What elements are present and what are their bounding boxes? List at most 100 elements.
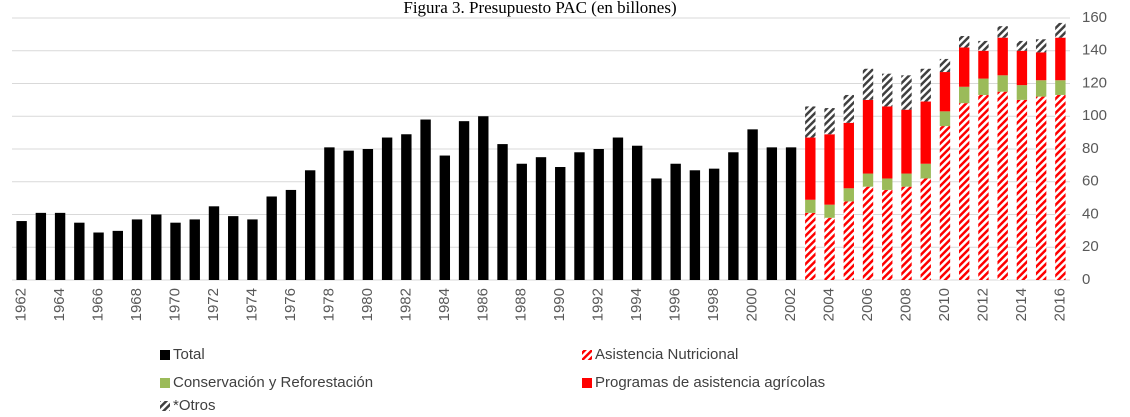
bar-segment xyxy=(1035,39,1047,53)
y-tick-label: 80 xyxy=(1082,140,1099,157)
legend-label: Programas de asistencia agrícolas xyxy=(595,374,825,391)
bar-segment xyxy=(1055,80,1066,95)
bar-segment xyxy=(1016,99,1028,280)
bar-segment xyxy=(401,134,412,280)
bar-segment xyxy=(228,216,239,280)
x-tick-label: 1972 xyxy=(205,288,222,321)
x-tick-label: 1974 xyxy=(243,288,260,321)
bar-segment xyxy=(266,196,277,280)
bar-segment xyxy=(516,163,527,280)
x-tick-label: 1962 xyxy=(13,288,30,321)
x-tick-label: 1964 xyxy=(51,288,68,321)
x-tick-label: 2016 xyxy=(1051,288,1068,321)
bar-segment xyxy=(843,122,854,189)
legend-label: Asistencia Nutricional xyxy=(595,346,738,363)
bar-segment xyxy=(805,137,816,200)
bar-segment xyxy=(805,212,816,280)
chart-title: Figura 3. Presupuesto PAC (en billones) xyxy=(403,0,676,17)
bar-segment xyxy=(978,94,989,281)
bar-segment xyxy=(304,170,316,280)
bar-segment xyxy=(54,212,66,280)
bar-segment xyxy=(747,129,758,280)
bar-segment xyxy=(362,149,374,280)
x-tick-label: 2010 xyxy=(936,288,953,321)
y-tick-label: 0 xyxy=(1082,271,1090,288)
bar-segment xyxy=(959,47,970,87)
bar-segment xyxy=(805,106,816,138)
bar-segment xyxy=(843,201,854,280)
x-tick-label: 1968 xyxy=(128,288,145,321)
bar-segment xyxy=(978,78,989,95)
bar-segment xyxy=(882,189,893,280)
x-tick-label: 1966 xyxy=(90,288,107,321)
bar-segment xyxy=(901,109,912,174)
y-tick-label: 120 xyxy=(1082,74,1107,91)
bar-segment xyxy=(151,214,162,280)
bar-segment xyxy=(343,150,354,280)
x-tick-label: 1992 xyxy=(590,288,607,321)
x-tick-label: 1980 xyxy=(359,288,376,321)
x-tick-label: 2004 xyxy=(821,288,838,321)
bar-segment xyxy=(920,101,931,164)
x-tick-label: 1998 xyxy=(705,288,722,321)
bar-segment xyxy=(766,147,778,280)
bar-segment xyxy=(689,170,701,280)
legend-swatch xyxy=(582,350,592,360)
bar-segment xyxy=(997,75,1008,92)
bar-segment xyxy=(824,134,835,205)
bar-segment xyxy=(555,167,566,280)
bar-segment xyxy=(439,155,451,280)
bar-segment xyxy=(1035,52,1047,81)
bar-segment xyxy=(959,36,970,48)
x-tick-label: 2002 xyxy=(782,288,799,321)
bar-segment xyxy=(1035,96,1047,280)
x-tick-label: 2006 xyxy=(859,288,876,321)
bar-segment xyxy=(458,121,470,280)
bar-segment xyxy=(785,147,797,280)
y-tick-label: 40 xyxy=(1082,205,1099,222)
x-tick-label: 1986 xyxy=(474,288,491,321)
bar-segment xyxy=(1016,85,1028,100)
bar-segment xyxy=(285,189,297,280)
legend-swatch xyxy=(582,378,592,388)
bar-segment xyxy=(997,26,1008,38)
bar-segment xyxy=(631,145,643,280)
x-tick-label: 1982 xyxy=(397,288,414,321)
bar-segment xyxy=(324,147,335,280)
bar-segment xyxy=(1035,80,1047,97)
legend: Total Asistencia Nutricional Conservación … xyxy=(160,346,825,414)
x-tick-label: 2008 xyxy=(897,288,914,321)
bar-segment xyxy=(16,221,27,280)
y-tick-label: 60 xyxy=(1082,173,1099,190)
bar-segment xyxy=(939,111,951,127)
bar-segment xyxy=(997,37,1008,76)
bar-segment xyxy=(612,137,624,280)
bar-segment xyxy=(131,219,143,280)
bar-segment xyxy=(35,212,47,280)
bar-segment xyxy=(882,178,893,190)
bar-segment xyxy=(1016,40,1028,51)
bar-segment xyxy=(824,217,835,280)
bar-segment xyxy=(170,222,181,280)
bar-segment xyxy=(670,163,681,280)
x-tick-label: 1976 xyxy=(282,288,299,321)
bar-segment xyxy=(939,126,951,280)
bar-segment xyxy=(901,186,912,280)
bar-segment xyxy=(247,219,258,280)
x-tick-label: 1984 xyxy=(436,288,453,321)
bar-segment xyxy=(824,204,835,218)
bar-segment xyxy=(497,144,508,280)
bar-segment xyxy=(574,152,585,280)
bar-segment xyxy=(862,99,874,174)
bar-segment xyxy=(112,230,123,280)
legend-label: Total xyxy=(173,346,205,363)
legend-swatch xyxy=(160,350,170,360)
bar-segment xyxy=(189,219,200,280)
bar-segment xyxy=(862,173,874,187)
x-tick-label: 1990 xyxy=(551,288,568,321)
y-tick-label: 20 xyxy=(1082,238,1099,255)
bar-segment xyxy=(920,163,931,179)
bar-segment xyxy=(651,178,662,280)
bar-segment xyxy=(728,152,739,280)
